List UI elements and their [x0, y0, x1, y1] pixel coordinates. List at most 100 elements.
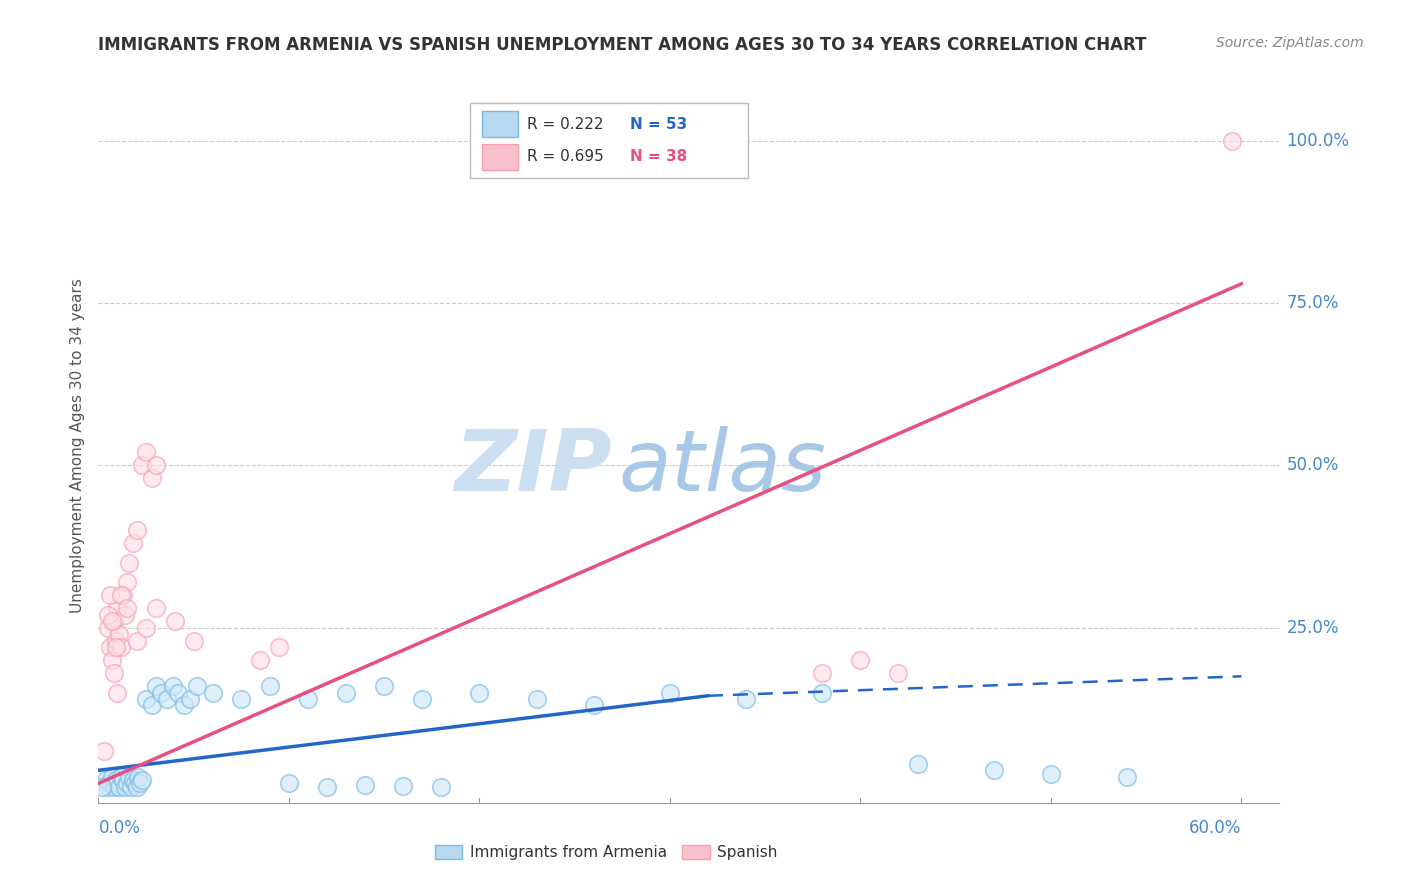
Text: 75.0%: 75.0% [1286, 294, 1339, 312]
Point [129, 776, 152, 790]
Point [114, 780, 136, 794]
Point [145, 601, 167, 615]
Bar [482, 145, 517, 169]
Point [131, 458, 153, 473]
Y-axis label: Unemployment Among Ages 30 to 34 years: Unemployment Among Ages 30 to 34 years [69, 278, 84, 614]
Point [103, 780, 125, 794]
Point [118, 770, 141, 784]
Point [141, 471, 163, 485]
Point [849, 653, 872, 667]
Point [97, 621, 120, 635]
Point [115, 601, 138, 615]
Point [335, 685, 357, 699]
Point [108, 780, 131, 794]
Point [103, 614, 125, 628]
Point [1039, 766, 1062, 780]
Point [468, 685, 491, 699]
Point [107, 601, 129, 615]
Point [179, 692, 201, 706]
Legend: Immigrants from Armenia, Spanish: Immigrants from Armenia, Spanish [429, 839, 785, 866]
Point [411, 692, 433, 706]
Point [297, 692, 319, 706]
Text: 100.0%: 100.0% [1286, 132, 1350, 150]
Point [186, 679, 208, 693]
Point [259, 679, 281, 693]
Point [100, 653, 122, 667]
Point [392, 779, 415, 793]
Point [316, 780, 339, 794]
Bar [482, 112, 517, 137]
Point [118, 556, 141, 570]
Point [107, 776, 129, 790]
Point [183, 633, 205, 648]
Point [373, 679, 395, 693]
Point [582, 698, 605, 713]
Point [201, 685, 224, 699]
Point [127, 770, 149, 784]
Point [887, 666, 910, 681]
Point [135, 621, 157, 635]
Point [983, 764, 1005, 778]
Point [163, 614, 186, 628]
Text: 25.0%: 25.0% [1286, 619, 1339, 637]
Point [277, 776, 299, 790]
Point [125, 780, 148, 794]
Point [131, 773, 153, 788]
Point [100, 770, 122, 784]
Point [156, 692, 179, 706]
Text: ZIP: ZIP [454, 425, 612, 509]
Point [124, 776, 146, 790]
Point [1220, 134, 1243, 148]
Point [735, 692, 758, 706]
Point [121, 773, 143, 788]
Point [354, 778, 377, 792]
Point [526, 692, 548, 706]
Point [125, 524, 148, 538]
Point [110, 770, 132, 784]
Point [145, 458, 167, 473]
Text: R = 0.222: R = 0.222 [527, 117, 603, 132]
Point [98, 640, 121, 654]
Text: Source: ZipAtlas.com: Source: ZipAtlas.com [1216, 36, 1364, 50]
Point [112, 588, 135, 602]
Point [811, 666, 834, 681]
Point [107, 685, 129, 699]
Text: N = 53: N = 53 [630, 117, 688, 132]
Point [430, 780, 453, 795]
Point [114, 607, 136, 622]
Point [121, 536, 143, 550]
Point [97, 780, 120, 794]
Point [110, 588, 132, 602]
Point [135, 445, 157, 459]
Point [100, 614, 122, 628]
Text: IMMIGRANTS FROM ARMENIA VS SPANISH UNEMPLOYMENT AMONG AGES 30 TO 34 YEARS CORREL: IMMIGRANTS FROM ARMENIA VS SPANISH UNEMP… [98, 36, 1147, 54]
Point [120, 780, 142, 794]
Point [115, 776, 138, 790]
Text: 50.0%: 50.0% [1286, 457, 1339, 475]
Point [173, 698, 195, 713]
Point [269, 640, 291, 654]
Text: N = 38: N = 38 [630, 150, 688, 164]
Point [811, 685, 834, 699]
Point [110, 640, 132, 654]
Text: 60.0%: 60.0% [1189, 819, 1241, 837]
Point [145, 679, 167, 693]
FancyBboxPatch shape [471, 103, 748, 178]
Point [94, 773, 117, 788]
Point [125, 633, 148, 648]
Point [150, 685, 173, 699]
Point [249, 653, 271, 667]
Point [115, 575, 138, 590]
Point [104, 640, 127, 654]
Point [1116, 770, 1139, 784]
Point [98, 776, 121, 790]
Point [162, 679, 184, 693]
Point [91, 780, 114, 794]
Text: atlas: atlas [619, 425, 827, 509]
Point [104, 773, 127, 788]
Point [97, 607, 120, 622]
Point [167, 685, 190, 699]
Point [98, 588, 121, 602]
Point [141, 698, 163, 713]
Point [104, 633, 127, 648]
